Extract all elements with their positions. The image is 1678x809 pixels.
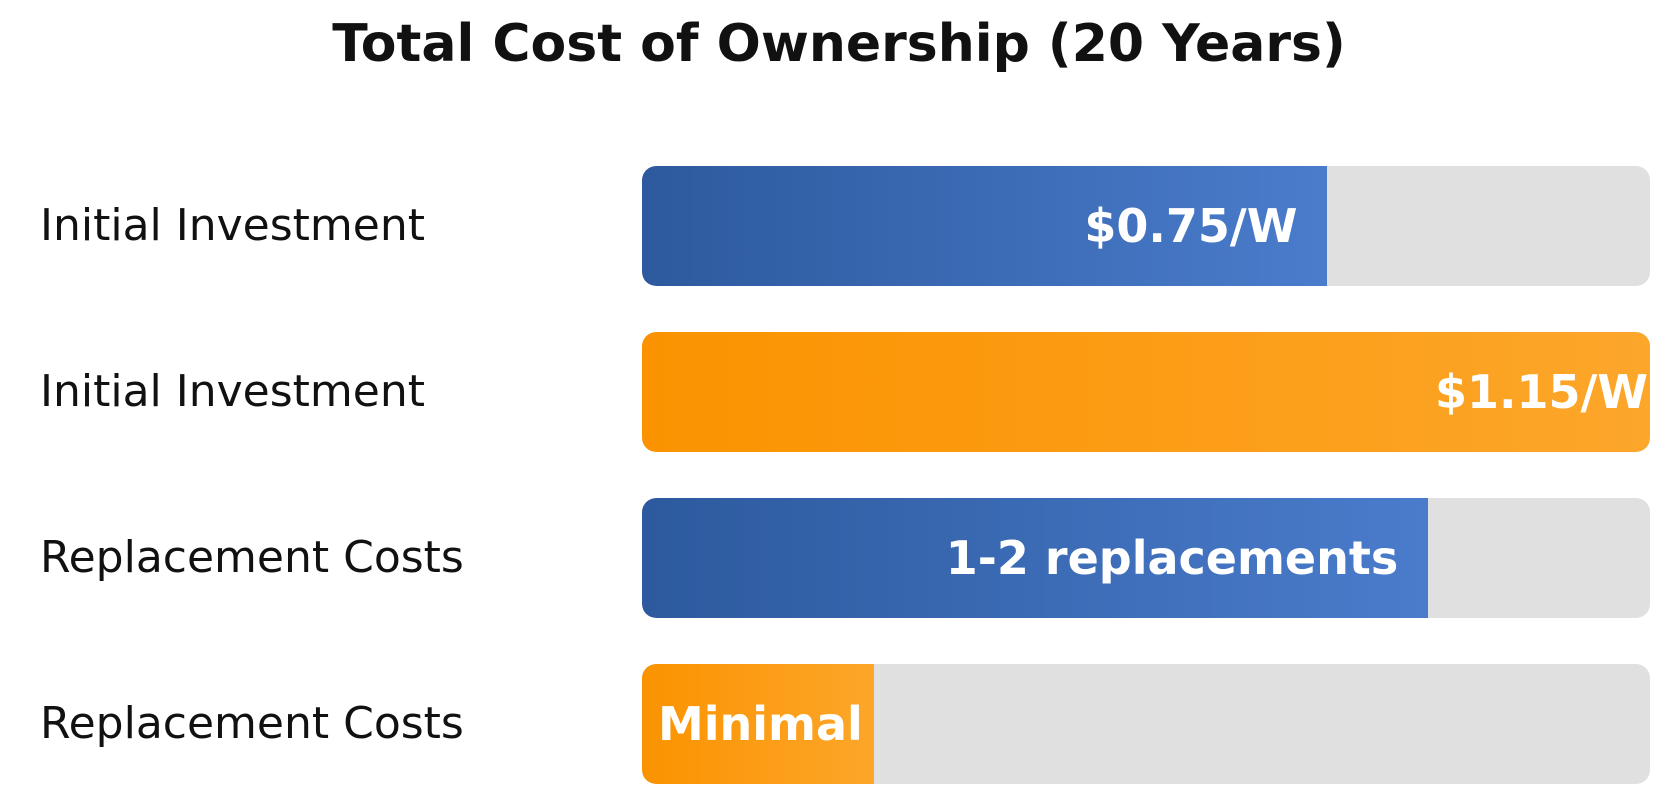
chart-title: Total Cost of Ownership (20 Years) bbox=[332, 14, 1346, 74]
bar-value-label: Minimal bbox=[658, 697, 863, 751]
bar-fill: $0.75/W bbox=[642, 166, 1328, 286]
bar-row-replacement-costs-blue: Replacement Costs 1-2 replacements bbox=[0, 498, 1678, 618]
bar-fill: Minimal bbox=[642, 664, 874, 784]
bar-row-initial-investment-orange: Initial Investment $1.15/W bbox=[0, 332, 1678, 452]
bar-label: Initial Investment bbox=[40, 200, 425, 251]
bar-value-label: $0.75/W bbox=[1084, 199, 1298, 253]
bar-value-label: $1.15/W bbox=[1434, 365, 1648, 419]
bar-track: $1.15/W bbox=[642, 332, 1650, 452]
bar-fill: 1-2 replacements bbox=[642, 498, 1429, 618]
bar-label: Replacement Costs bbox=[40, 698, 464, 749]
bar-value-label: 1-2 replacements bbox=[945, 531, 1399, 585]
bar-label: Replacement Costs bbox=[40, 532, 464, 583]
bar-track: $0.75/W bbox=[642, 166, 1650, 286]
bar-track: Minimal bbox=[642, 664, 1650, 784]
bar-row-initial-investment-blue: Initial Investment $0.75/W bbox=[0, 166, 1678, 286]
bar-label: Initial Investment bbox=[40, 366, 425, 417]
bar-fill: $1.15/W bbox=[642, 332, 1650, 452]
bar-track: 1-2 replacements bbox=[642, 498, 1650, 618]
bar-row-replacement-costs-orange: Replacement Costs Minimal bbox=[0, 664, 1678, 784]
